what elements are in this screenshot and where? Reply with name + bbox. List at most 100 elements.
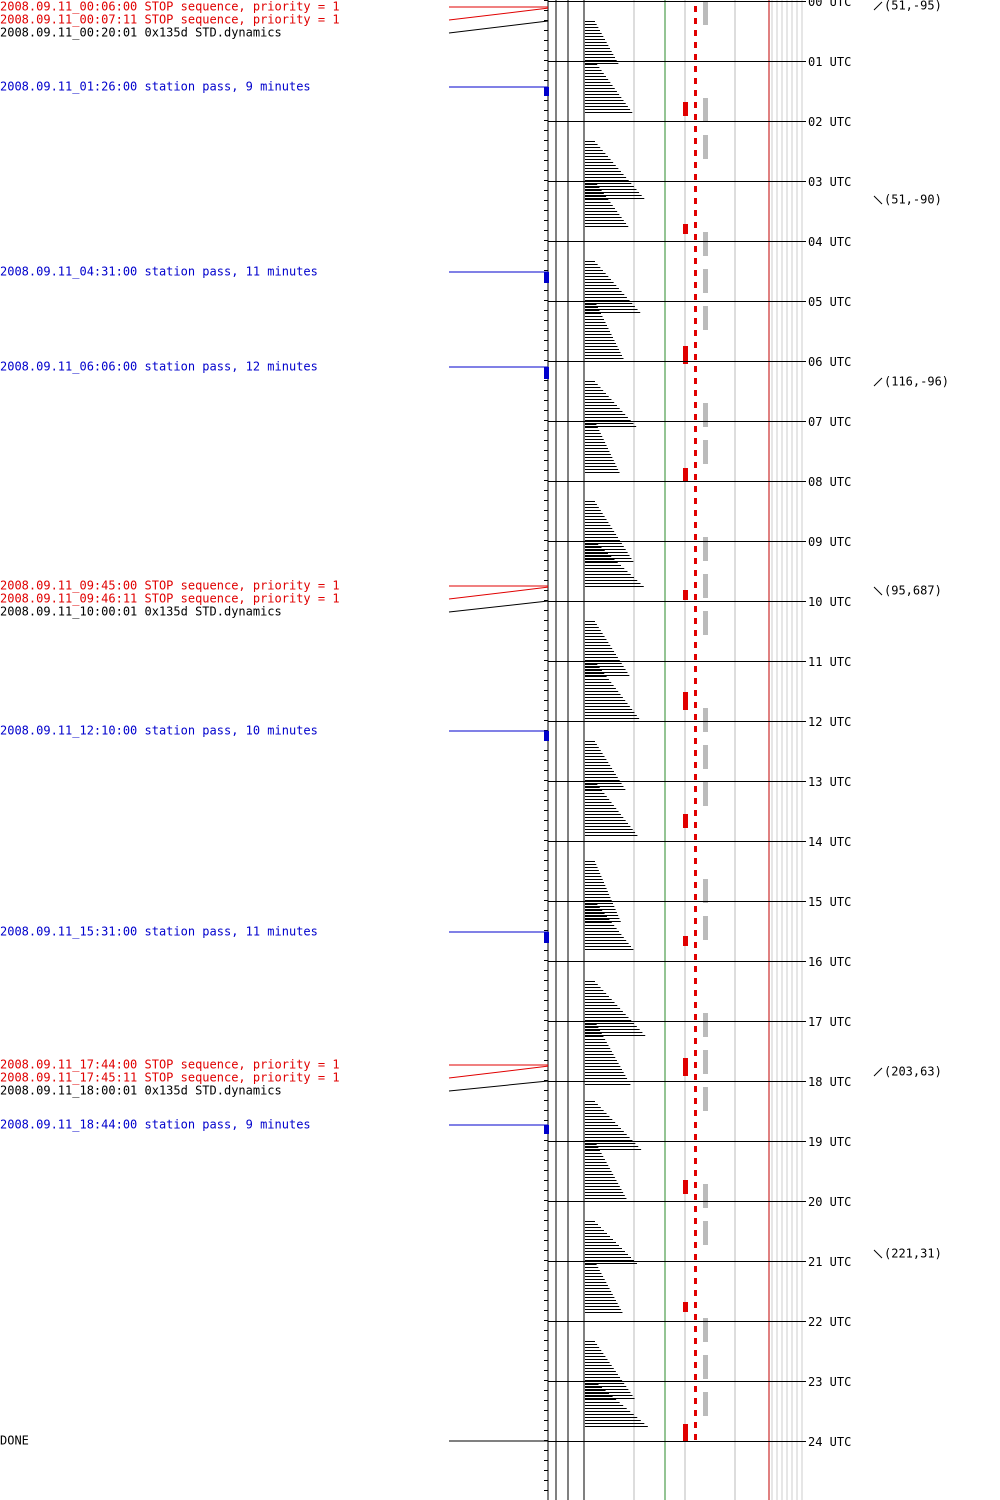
red-block <box>683 590 688 600</box>
hour-label: 12 UTC <box>808 715 851 729</box>
hour-label: 10 UTC <box>808 595 851 609</box>
hour-label: 05 UTC <box>808 295 851 309</box>
event-leader <box>448 600 549 613</box>
hour-label: 08 UTC <box>808 475 851 489</box>
red-dash <box>694 1362 697 1368</box>
red-dash <box>694 762 697 768</box>
red-dash <box>694 450 697 456</box>
event-leader <box>448 7 549 21</box>
hour-label: 09 UTC <box>808 535 851 549</box>
red-dash <box>694 1386 697 1392</box>
red-block <box>683 1302 688 1312</box>
event-text: 2008.09.11_17:45:11 STOP sequence, prior… <box>0 1071 340 1085</box>
red-dash <box>694 1182 697 1188</box>
event-text: 2008.09.11_15:31:00 station pass, 11 min… <box>0 925 318 939</box>
red-dash <box>694 174 697 180</box>
red-dash <box>694 1050 697 1056</box>
red-dash <box>694 30 697 36</box>
red-dash <box>694 786 697 792</box>
station-pass <box>544 932 549 943</box>
red-dash <box>694 318 697 324</box>
red-dash <box>694 1266 697 1272</box>
red-dash <box>694 558 697 564</box>
hour-label: 21 UTC <box>808 1255 851 1269</box>
red-dash <box>694 750 697 756</box>
red-dash <box>694 1422 697 1428</box>
red-dash <box>694 222 697 228</box>
red-dash <box>694 1434 697 1440</box>
station-pass <box>544 367 549 379</box>
station-pass <box>544 272 549 283</box>
gray-block <box>703 440 708 464</box>
red-dash <box>694 42 697 48</box>
station-pass <box>544 87 549 96</box>
event-leader <box>448 586 549 600</box>
event-text: 2008.09.11_00:20:01 0x135d STD.dynamics <box>0 26 282 40</box>
red-dash <box>694 1254 697 1260</box>
gray-block <box>703 232 708 256</box>
red-dash <box>694 474 697 480</box>
gray-block <box>703 745 708 769</box>
red-block <box>683 936 688 946</box>
gray-block <box>703 537 708 561</box>
gray-block <box>703 782 708 806</box>
red-dash <box>694 882 697 888</box>
gray-block <box>703 269 708 293</box>
hour-label: 00 UTC <box>808 0 851 9</box>
red-dash <box>694 858 697 864</box>
red-dash <box>694 246 697 252</box>
red-dash <box>694 798 697 804</box>
red-dash <box>694 954 697 960</box>
hour-label: 14 UTC <box>808 835 851 849</box>
hour-label: 17 UTC <box>808 1015 851 1029</box>
red-dash <box>694 138 697 144</box>
event-text: 2008.09.11_09:45:00 STOP sequence, prior… <box>0 579 340 593</box>
red-dash <box>694 546 697 552</box>
hour-label: 02 UTC <box>808 115 851 129</box>
gray-block <box>703 1221 708 1245</box>
red-block <box>683 224 688 234</box>
hour-label: 18 UTC <box>808 1075 851 1089</box>
red-dash <box>694 1218 697 1224</box>
red-dash <box>694 906 697 912</box>
event-text: 2008.09.11_10:00:01 0x135d STD.dynamics <box>0 605 282 619</box>
hour-label: 04 UTC <box>808 235 851 249</box>
event-text: 2008.09.11_06:06:00 station pass, 12 min… <box>0 360 318 374</box>
red-dash <box>694 414 697 420</box>
red-dash <box>694 1134 697 1140</box>
red-dash <box>694 6 697 12</box>
red-dash <box>694 1062 697 1068</box>
red-dash <box>694 534 697 540</box>
red-dash <box>694 582 697 588</box>
hour-label: 06 UTC <box>808 355 851 369</box>
red-dash <box>694 966 697 972</box>
coord-tick <box>873 195 883 205</box>
red-dash <box>694 942 697 948</box>
red-dash <box>694 426 697 432</box>
red-dash <box>694 870 697 876</box>
red-dash <box>694 678 697 684</box>
red-dash <box>694 1014 697 1020</box>
coord-tick <box>873 1 883 11</box>
red-dash <box>694 1398 697 1404</box>
hour-label: 19 UTC <box>808 1135 851 1149</box>
event-text: 2008.09.11_00:06:00 STOP sequence, prior… <box>0 0 340 14</box>
red-dash <box>694 462 697 468</box>
hour-label: 13 UTC <box>808 775 851 789</box>
gray-block <box>703 1392 708 1416</box>
event-text: 2008.09.11_17:44:00 STOP sequence, prior… <box>0 1058 340 1072</box>
event-text: 2008.09.11_01:26:00 station pass, 9 minu… <box>0 80 311 94</box>
red-dash <box>694 90 697 96</box>
red-dash <box>694 726 697 732</box>
red-dash <box>694 1230 697 1236</box>
red-dash <box>694 1170 697 1176</box>
red-dash <box>694 330 697 336</box>
red-dash <box>694 486 697 492</box>
red-dash <box>694 990 697 996</box>
red-dash <box>694 930 697 936</box>
red-dash <box>694 738 697 744</box>
red-dash <box>694 378 697 384</box>
red-dash <box>694 1410 697 1416</box>
gray-block <box>703 1050 708 1074</box>
